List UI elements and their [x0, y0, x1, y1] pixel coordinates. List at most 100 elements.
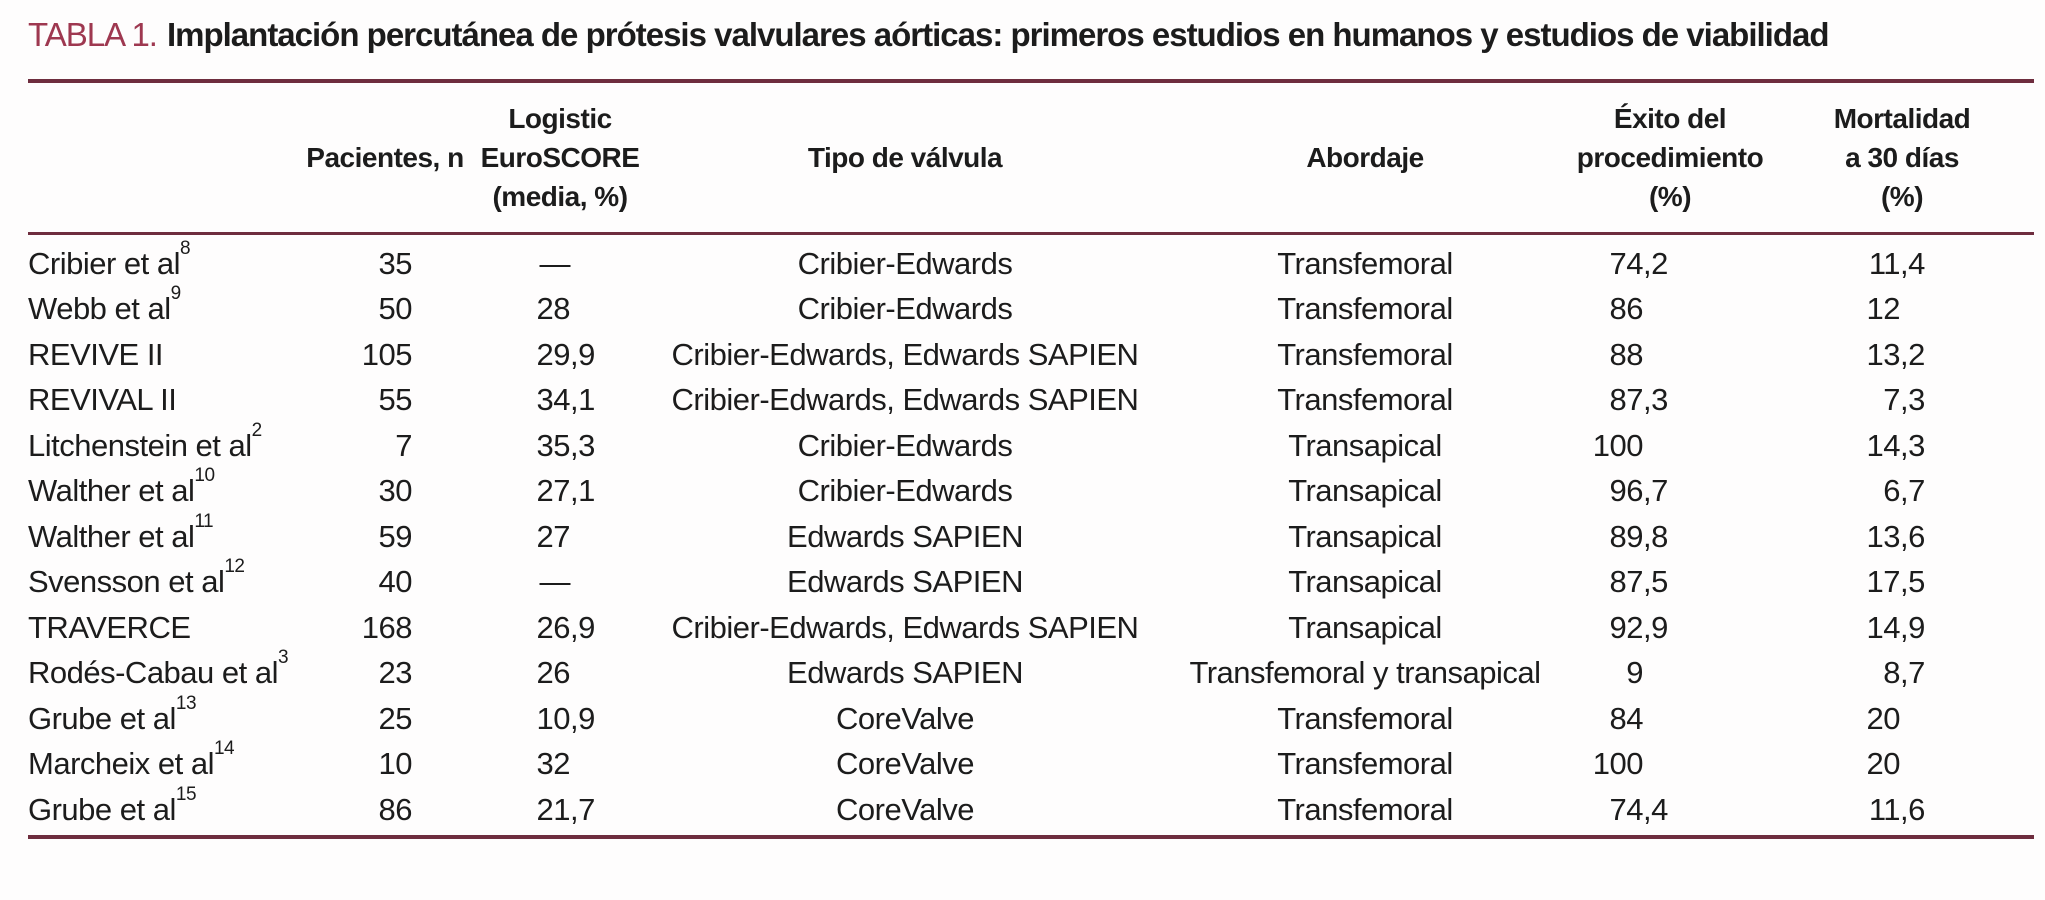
cell-mortality: 14,3 — [1866, 427, 1926, 463]
reference-superscript: 11 — [194, 510, 214, 532]
cell-success: 74,4 — [1609, 791, 1669, 827]
cell-valve: CoreValve — [836, 746, 974, 782]
cell-patients: 35 — [378, 245, 413, 281]
cell-euroscore: — — [539, 245, 571, 281]
cell-patients: 86 — [378, 791, 413, 827]
table-row: Rodés-Cabau et al3 23 26 Edwards SAPIEN Tran… — [28, 647, 2034, 697]
cell-study: Grube et al15 — [28, 783, 197, 827]
cell-study: Rodés-Cabau et al3 — [28, 647, 289, 691]
column-header-approach: Abordaje — [1306, 142, 1424, 173]
cell-success: 9 — [1626, 655, 1643, 691]
cell-patients: 25 — [378, 700, 413, 736]
column-header-euroscore: Logistic EuroSCORE (media, %) — [480, 103, 640, 212]
table-row: Marcheix et al14 10 32 CoreValve Transfemora… — [28, 738, 2034, 788]
cell-success: 84 — [1609, 700, 1644, 736]
cell-patients: 55 — [378, 382, 413, 418]
cell-success: 86 — [1609, 291, 1644, 327]
table-row: Webb et al9 50 28 Cribier-Edwards Transfemor… — [28, 283, 2034, 333]
table-title-text: Implantación percutánea de prótesis valv… — [166, 16, 1830, 53]
cell-valve: Cribier-Edwards — [797, 473, 1013, 509]
cell-valve: Cribier-Edwards — [797, 291, 1013, 327]
cell-mortality: 6,7 — [1883, 473, 1925, 509]
cell-mortality: 17,5 — [1866, 564, 1926, 600]
cell-approach: Transfemoral — [1277, 336, 1453, 372]
cell-euroscore: 26 — [536, 655, 571, 691]
reference-superscript: 12 — [224, 556, 245, 578]
cell-euroscore: — — [539, 564, 571, 600]
cell-approach: Transapical — [1288, 609, 1442, 645]
cell-mortality: 13,6 — [1866, 518, 1926, 554]
cell-approach: Transfemoral — [1277, 382, 1453, 418]
cell-approach: Transapical — [1288, 564, 1442, 600]
cell-approach: Transfemoral y transapical — [1189, 655, 1541, 691]
cell-success: 96,7 — [1609, 473, 1669, 509]
cell-euroscore: 34,1 — [536, 382, 596, 418]
cell-success: 88 — [1609, 336, 1644, 372]
cell-mortality: 20 — [1866, 700, 1901, 736]
cell-success: 74,2 — [1609, 245, 1669, 281]
reference-superscript: 3 — [278, 647, 289, 669]
cell-approach: Transfemoral — [1277, 791, 1453, 827]
cell-approach: Transfemoral — [1277, 245, 1453, 281]
reference-superscript: 10 — [194, 465, 215, 487]
cell-valve: CoreValve — [836, 791, 974, 827]
cell-euroscore: 35,3 — [536, 427, 596, 463]
cell-mortality: 11,4 — [1868, 245, 1926, 281]
cell-approach: Transapical — [1288, 473, 1442, 509]
cell-valve: Edwards SAPIEN — [787, 564, 1023, 600]
cell-euroscore: 27 — [536, 518, 571, 554]
cell-mortality: 8,7 — [1883, 655, 1925, 691]
cell-patients: 105 — [361, 336, 413, 372]
column-header-patients: Pacientes, n — [306, 142, 464, 173]
cell-success: 89,8 — [1609, 518, 1669, 554]
cell-patients: 50 — [378, 291, 413, 327]
reference-superscript: 15 — [175, 783, 197, 805]
cell-mortality: 7,3 — [1883, 382, 1925, 418]
cell-approach: Transfemoral — [1277, 700, 1453, 736]
table-row: TRAVERCE 168 26,9 Cribier-Edwards, Edwards … — [28, 605, 2034, 651]
cell-patients: 168 — [361, 609, 413, 645]
cell-mortality: 12 — [1866, 291, 1901, 327]
cell-approach: Transapical — [1288, 427, 1442, 463]
table-body: Cribier et al8 35 — Cribier-Edwards Transfem… — [28, 235, 2034, 839]
column-header-success: Éxito del procedimiento (%) — [1576, 103, 1764, 212]
cell-patients: 10 — [378, 746, 413, 782]
table-header-row: Pacientes, n Logistic EuroSCORE (media, %) T… — [28, 83, 2034, 235]
cell-study: Litchenstein et al2 — [28, 419, 262, 463]
cell-approach: Transfemoral — [1277, 746, 1453, 782]
table-row: Walther et al10 30 27,1 Cribier-Edwards Tran… — [28, 466, 2034, 515]
cell-study: REVIVE II — [28, 336, 164, 372]
cell-success: 100 — [1592, 746, 1644, 782]
cell-valve: Cribier-Edwards — [797, 427, 1013, 463]
cell-study: Webb et al9 — [28, 283, 181, 327]
table-number-label: TABLA 1. — [28, 16, 158, 53]
cell-patients: 23 — [378, 655, 413, 691]
cell-valve: Cribier-Edwards, Edwards SAPIEN — [671, 382, 1139, 418]
cell-study: Svensson et al12 — [28, 556, 245, 600]
cell-euroscore: 27,1 — [536, 473, 596, 509]
table-row: REVIVE II 105 29,9 Cribier-Edwards, Edwards… — [28, 332, 2034, 378]
cell-valve: Edwards SAPIEN — [787, 655, 1023, 691]
reference-superscript: 2 — [251, 419, 263, 441]
cell-euroscore: 29,9 — [536, 336, 596, 372]
cell-mortality: 20 — [1866, 746, 1901, 782]
table-row: Litchenstein et al2 7 35,3 Cribier-Edwards T… — [28, 419, 2034, 469]
cell-euroscore: 32 — [536, 746, 571, 782]
reference-superscript: 14 — [213, 738, 235, 760]
column-header-mortality: Mortalidad a 30 días (%) — [1833, 103, 1971, 212]
cell-success: 87,5 — [1609, 564, 1669, 600]
cell-study: Marcheix et al14 — [28, 738, 235, 782]
table-row: Grube et al15 86 21,7 CoreValve Transfemoral… — [28, 783, 2034, 833]
cell-study: REVIVAL II — [28, 382, 177, 418]
cell-study: Walther et al11 — [28, 510, 214, 554]
cell-approach: Transfemoral — [1277, 291, 1453, 327]
cell-euroscore: 10,9 — [536, 700, 596, 736]
cell-patients: 40 — [378, 564, 413, 600]
cell-valve: Cribier-Edwards, Edwards SAPIEN — [671, 336, 1139, 372]
reference-superscript: 8 — [180, 237, 191, 259]
cell-patients: 7 — [395, 427, 412, 463]
cell-valve: Cribier-Edwards — [797, 245, 1013, 281]
table-row: Grube et al13 25 10,9 CoreValve Transfemoral… — [28, 694, 2034, 742]
table-row: Svensson et al12 40 — Edwards SAPIEN Transap… — [28, 556, 2034, 606]
cell-study: TRAVERCE — [28, 609, 191, 645]
